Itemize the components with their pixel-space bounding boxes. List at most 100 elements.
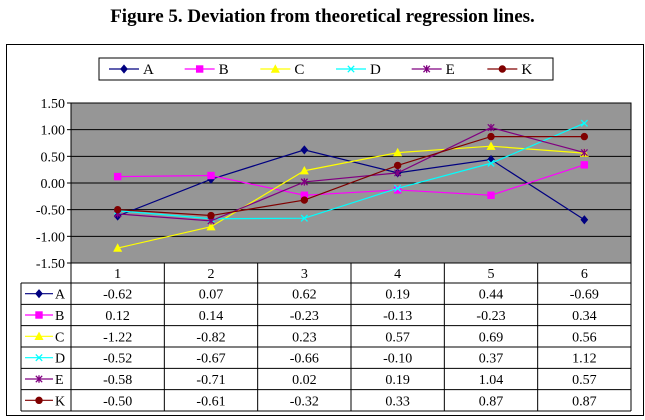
table-cell: -0.58 [103, 373, 132, 388]
data-point [300, 145, 309, 155]
table-legend-key [25, 354, 53, 362]
series-k [113, 132, 589, 220]
legend-item-c: C [260, 62, 304, 78]
legend-item-k: K [487, 62, 532, 78]
data-point [393, 161, 402, 170]
table-cell: -0.23 [476, 309, 505, 324]
table-cell: -0.52 [103, 352, 132, 367]
series-line [117, 122, 585, 220]
table-key-circle-icon [35, 396, 43, 405]
table-cell: 0.14 [199, 309, 224, 324]
table-key-diamond-icon [35, 289, 43, 299]
y-tick-label: -1.00 [36, 230, 65, 245]
x-category-label: 2 [208, 267, 215, 282]
table-cell: -1.22 [103, 330, 132, 345]
legend-label: C [294, 62, 304, 78]
table-cell: -0.71 [196, 373, 225, 388]
data-point [580, 148, 588, 157]
table-cell: 0.37 [479, 352, 504, 367]
legend-label: B [219, 62, 229, 78]
table-cell: 0.57 [572, 373, 597, 388]
table-cell: 0.07 [199, 288, 224, 303]
data-point [113, 205, 122, 214]
legend-item-e: E [411, 62, 455, 78]
legend-label: E [446, 62, 455, 78]
series-c [113, 141, 589, 252]
data-point [580, 161, 589, 169]
table-cell: 0.19 [385, 288, 410, 303]
data-point [580, 215, 589, 225]
table-cell: -0.82 [196, 330, 225, 345]
legend-item-a: A [109, 62, 154, 78]
data-point [393, 147, 403, 157]
table-cell: 0.56 [572, 330, 597, 345]
table-key-square-icon [35, 311, 43, 319]
table-cell: 0.57 [385, 330, 410, 345]
table-cell: -0.61 [196, 394, 225, 409]
data-point [299, 165, 309, 175]
table-cell: -0.66 [290, 352, 319, 367]
table-row-k: K -0.50 -0.61 -0.32 0.33 0.87 0.87 [25, 394, 597, 409]
series-line [117, 145, 585, 249]
table-legend-key [25, 396, 53, 405]
data-point [207, 171, 215, 180]
table-series-label: E [55, 373, 64, 388]
data-point [113, 243, 123, 252]
table-row-b: B 0.12 0.14 -0.23 -0.13 -0.23 0.34 [25, 309, 597, 324]
plot-area [70, 102, 632, 264]
series-e [114, 123, 588, 225]
legend-label: K [521, 62, 532, 78]
data-point [486, 141, 496, 150]
table-cell: 0.62 [292, 288, 317, 303]
table-cell: 0.34 [572, 309, 597, 324]
data-point [300, 178, 308, 186]
table-legend-key [25, 289, 53, 299]
table-cell: 0.19 [385, 373, 410, 388]
data-point [394, 184, 402, 192]
data-point [487, 123, 495, 132]
legend-item-b: B [184, 62, 229, 78]
data-point [580, 132, 589, 141]
table-cell: 0.87 [479, 394, 504, 409]
legend-label: A [143, 62, 154, 78]
y-tick-label: 1.50 [41, 97, 66, 112]
data-point [207, 211, 215, 220]
table-legend-key [25, 311, 53, 319]
table-cell: 1.12 [572, 352, 597, 367]
x-category-label: 5 [488, 267, 495, 282]
table-cell: 0.02 [292, 373, 317, 388]
y-tick-label: 0.50 [41, 150, 66, 165]
table-series-label: B [55, 309, 64, 324]
table-row-c: C -1.22 -0.82 0.23 0.57 0.69 0.56 [25, 330, 597, 345]
series-b [113, 161, 589, 199]
y-tick-label: 1.00 [41, 124, 66, 139]
legend-box [98, 57, 554, 81]
data-point [487, 159, 495, 167]
table-key-x-icon [35, 354, 43, 362]
legend-label: D [370, 62, 381, 78]
data-point [487, 132, 495, 141]
x-category-label: 4 [394, 267, 401, 282]
legend-marker-triangle-icon [270, 64, 280, 73]
table-cell: -0.10 [383, 352, 412, 367]
table-key-star-icon [35, 375, 43, 383]
legend-item-d: D [336, 62, 381, 78]
table-cell: -0.23 [290, 309, 319, 324]
x-category-label: 6 [581, 267, 588, 282]
table-cell: -0.67 [196, 352, 225, 367]
legend-marker-square-icon [195, 65, 204, 73]
table-series-label: C [55, 330, 64, 345]
table-key-triangle-icon [34, 331, 44, 341]
legend-marker-star-icon [423, 65, 431, 73]
data-point [300, 214, 308, 222]
table-row-d: D -0.52 -0.67 -0.66 -0.10 0.37 1.12 [25, 352, 597, 367]
table-cell: 0.33 [385, 394, 410, 409]
data-point [394, 169, 402, 177]
table-cell: -0.50 [103, 394, 132, 409]
table-cell: -0.13 [383, 309, 412, 324]
table-cell: -0.32 [290, 394, 319, 409]
table-series-label: A [55, 288, 66, 303]
data-point [487, 191, 495, 199]
